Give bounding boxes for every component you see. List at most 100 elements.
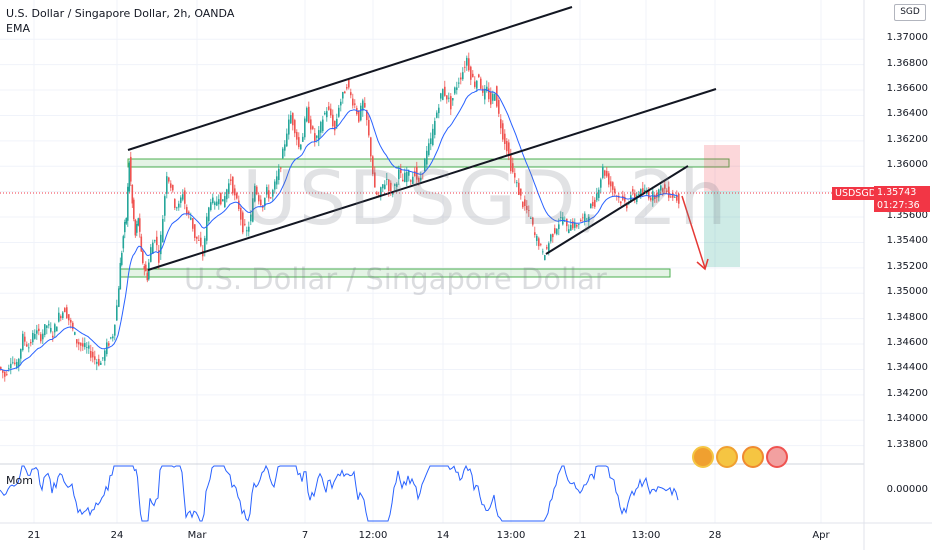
candle-body: [430, 138, 432, 145]
candle-body: [119, 262, 122, 290]
candle-body: [586, 218, 588, 220]
candle-body: [170, 183, 172, 188]
candle-body: [488, 88, 490, 100]
candle-body: [146, 272, 149, 281]
take-profit-box[interactable]: [704, 191, 740, 267]
candle-body: [394, 184, 396, 186]
candle-body: [614, 188, 616, 193]
candle-body: [340, 101, 342, 106]
candle-body: [240, 208, 242, 220]
candle-body: [328, 106, 330, 110]
candle-body: [660, 185, 662, 191]
candle-body: [520, 188, 522, 196]
candle-body: [548, 243, 550, 252]
candle-body: [474, 81, 476, 87]
candle-body: [426, 150, 428, 165]
candle-body: [608, 173, 610, 185]
candle-body: [244, 223, 246, 225]
candle-body: [338, 107, 340, 117]
candle-body: [133, 199, 135, 220]
candle-body: [72, 322, 74, 330]
time-tick-label: 7: [301, 530, 309, 541]
candle-body: [424, 158, 426, 172]
candle-body: [458, 82, 460, 84]
candle-body: [300, 144, 302, 150]
currency-button[interactable]: SGD: [894, 4, 926, 21]
candle-body: [212, 197, 214, 204]
us-flag-icon[interactable]: [742, 446, 764, 468]
indicator-label[interactable]: EMA: [6, 22, 30, 35]
candle-body: [440, 93, 442, 99]
candle-body: [308, 106, 310, 123]
candle-body: [282, 148, 284, 159]
candle-body: [480, 78, 482, 89]
us-flag-icon[interactable]: [716, 446, 738, 468]
candle-body: [438, 107, 440, 114]
time-tick-label: 14: [436, 530, 450, 541]
candle-body: [186, 207, 188, 215]
candle-body: [530, 218, 532, 219]
candle-body: [498, 100, 500, 114]
candle-body: [306, 107, 308, 122]
candle-body: [314, 133, 316, 142]
candle-body: [526, 205, 528, 210]
candle-body: [192, 218, 194, 229]
candle-body: [108, 343, 110, 346]
candle-body: [590, 203, 592, 209]
candle-body: [136, 224, 138, 233]
candle-body: [472, 73, 474, 78]
candle-body: [576, 224, 578, 227]
time-tick-label: 21: [27, 530, 41, 541]
candle-body: [362, 100, 364, 111]
candle-body: [596, 193, 598, 201]
candle-body: [344, 91, 346, 94]
channel-upper-line[interactable]: [127, 6, 573, 151]
channel-lower-line[interactable]: [147, 88, 717, 271]
wedge-line[interactable]: [545, 165, 689, 255]
candle-body: [324, 112, 326, 115]
candle-body: [450, 96, 452, 110]
candle-body: [36, 330, 38, 334]
candle-body: [218, 199, 220, 205]
stop-loss-box[interactable]: [704, 145, 740, 191]
candle-body: [410, 180, 412, 182]
candle-body: [14, 362, 16, 364]
symbol-title[interactable]: U.S. Dollar / Singapore Dollar, 2h, OAND…: [6, 7, 235, 20]
us-flag-icon[interactable]: [692, 446, 714, 468]
candle-body: [452, 98, 454, 101]
candle-body: [140, 236, 143, 252]
candle-body: [420, 177, 422, 181]
us-flag-icon[interactable]: [766, 446, 788, 468]
time-tick-label: 12:00: [358, 530, 388, 541]
candle-body: [310, 119, 312, 130]
candle-body: [64, 308, 66, 313]
candle-body: [145, 264, 147, 272]
candle-body: [610, 181, 612, 187]
candle-body: [502, 123, 504, 140]
candle-body: [280, 167, 282, 169]
candle-body: [156, 236, 158, 246]
candle-body: [414, 171, 416, 176]
candle-body: [174, 199, 176, 208]
candle-body: [624, 196, 626, 202]
candle-body: [234, 188, 236, 196]
candle-body: [678, 193, 680, 204]
candle-body: [336, 118, 338, 127]
candle-body: [664, 184, 666, 189]
candle-body: [666, 190, 668, 193]
candle-body: [272, 190, 274, 197]
candle-body: [612, 182, 614, 190]
candle-body: [456, 87, 458, 90]
candle-body: [446, 95, 448, 100]
symbol-badge: USDSGD: [832, 187, 880, 200]
symbol-watermark: USDSGD, 2h: [242, 154, 729, 242]
momentum-label[interactable]: Mom: [6, 474, 33, 487]
candle-body: [546, 247, 548, 249]
candle-body: [514, 173, 516, 178]
candle-body: [346, 87, 348, 89]
candle-body: [674, 197, 676, 198]
candle-body: [258, 195, 260, 202]
candle-body: [10, 363, 12, 369]
time-tick-label: 13:00: [631, 530, 661, 541]
